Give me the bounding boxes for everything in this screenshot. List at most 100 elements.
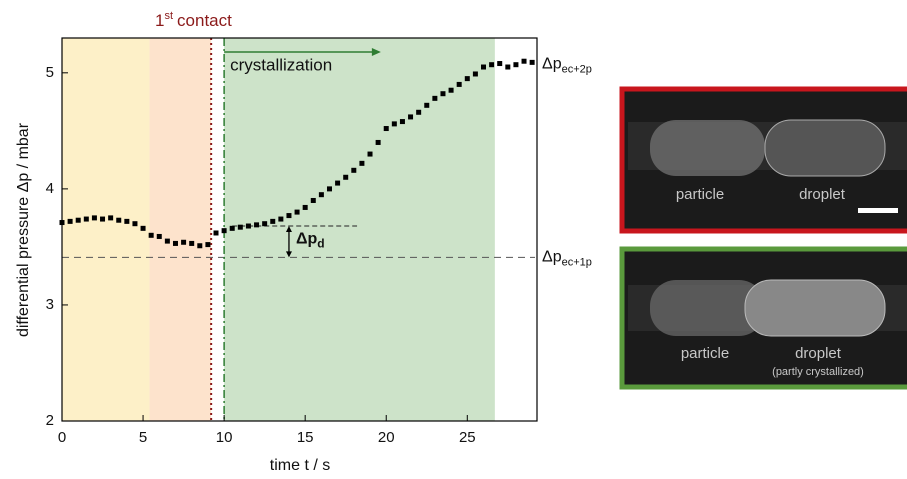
data-point: [391, 121, 397, 127]
data-point: [424, 102, 430, 108]
particle-shape: [650, 280, 765, 336]
reference-label: Δpec+1p: [542, 249, 592, 269]
data-point: [416, 109, 422, 115]
data-point: [383, 126, 389, 132]
reference-label: Δpec+2p: [542, 56, 592, 76]
particle-shape: [650, 120, 765, 176]
annotation: Δpd: [296, 231, 325, 251]
data-point: [221, 228, 227, 234]
data-point: [294, 209, 300, 215]
y-tick-label: 2: [46, 412, 54, 429]
y-tick-label: 4: [46, 180, 54, 197]
shaded-region: [62, 38, 150, 421]
data-point: [91, 215, 97, 221]
label-base: Δp: [296, 231, 318, 248]
x-tick-label: 0: [58, 429, 66, 446]
data-point: [464, 76, 470, 82]
data-point: [197, 243, 203, 249]
y-axis-label: differential pressure Δp / mbar: [15, 122, 32, 337]
data-point: [497, 61, 503, 67]
data-point: [59, 220, 65, 226]
data-point: [448, 87, 454, 93]
panel-label: droplet: [799, 186, 846, 203]
data-point: [237, 224, 243, 230]
data-point: [351, 167, 357, 173]
data-point: [140, 225, 146, 231]
label-sup: st: [164, 10, 173, 22]
panel-label: particle: [681, 345, 729, 362]
data-point: [148, 232, 154, 238]
label-base: Δp: [542, 56, 562, 73]
data-point: [189, 240, 195, 246]
label-sub: ec+2p: [562, 64, 592, 76]
data-point: [432, 95, 438, 101]
data-point: [326, 186, 332, 192]
data-point: [164, 238, 170, 244]
x-axis-label: time t / s: [270, 457, 330, 474]
data-point: [245, 223, 251, 229]
shaded-region: [224, 38, 495, 421]
data-point: [367, 151, 373, 157]
data-point: [205, 242, 211, 248]
image-panel: particle droplet (partly crystallized): [619, 246, 907, 390]
data-point: [359, 160, 365, 166]
data-point: [75, 217, 81, 223]
data-point: [172, 240, 178, 246]
data-point: [83, 216, 89, 222]
data-point: [116, 217, 122, 223]
data-point: [481, 64, 487, 70]
data-point: [262, 221, 268, 227]
label-base: 1: [155, 11, 164, 30]
image-panel: particle droplet: [619, 86, 907, 234]
scale-bar: [858, 208, 898, 213]
label-sub: ec+1p: [562, 256, 592, 268]
data-point: [408, 114, 414, 120]
data-point: [229, 225, 235, 231]
panel-label: particle: [676, 186, 724, 203]
x-tick-label: 10: [216, 429, 233, 446]
label-text: contact: [177, 11, 232, 30]
panel-label: droplet: [795, 345, 842, 362]
data-point: [67, 218, 73, 224]
data-point: [513, 62, 519, 68]
data-point: [310, 197, 316, 203]
data-point: [529, 59, 535, 65]
y-tick-label: 5: [46, 64, 54, 81]
data-point: [100, 216, 106, 222]
data-point: [132, 221, 138, 227]
data-point: [440, 91, 446, 97]
data-point: [335, 180, 341, 186]
annotation: 1st contact: [155, 10, 232, 31]
annotation: crystallization: [230, 55, 332, 74]
arrow-head: [371, 48, 381, 56]
y-tick-label: 3: [46, 296, 54, 313]
x-tick-label: 25: [459, 429, 476, 446]
panel-label: (partly crystallized): [772, 366, 864, 378]
data-point: [521, 58, 527, 64]
label-base: Δp: [542, 249, 562, 266]
data-point: [302, 204, 308, 210]
data-point: [254, 222, 260, 228]
data-point: [286, 213, 292, 219]
label-sub: d: [317, 237, 324, 251]
data-point: [213, 230, 219, 236]
data-point: [181, 239, 187, 245]
droplet-shape: [744, 279, 886, 337]
data-point: [343, 174, 349, 180]
data-point: [456, 81, 462, 87]
data-point: [489, 62, 495, 68]
plot-frame: [61, 37, 538, 422]
x-tick-label: 20: [378, 429, 395, 446]
droplet-shape: [764, 119, 886, 177]
x-tick-label: 15: [297, 429, 314, 446]
data-point: [505, 64, 511, 70]
x-tick-label: 5: [139, 429, 147, 446]
data-point: [270, 218, 276, 224]
data-point: [278, 216, 284, 222]
data-point: [399, 119, 405, 125]
data-point: [375, 139, 381, 145]
data-point: [318, 192, 324, 198]
data-point: [156, 233, 162, 239]
